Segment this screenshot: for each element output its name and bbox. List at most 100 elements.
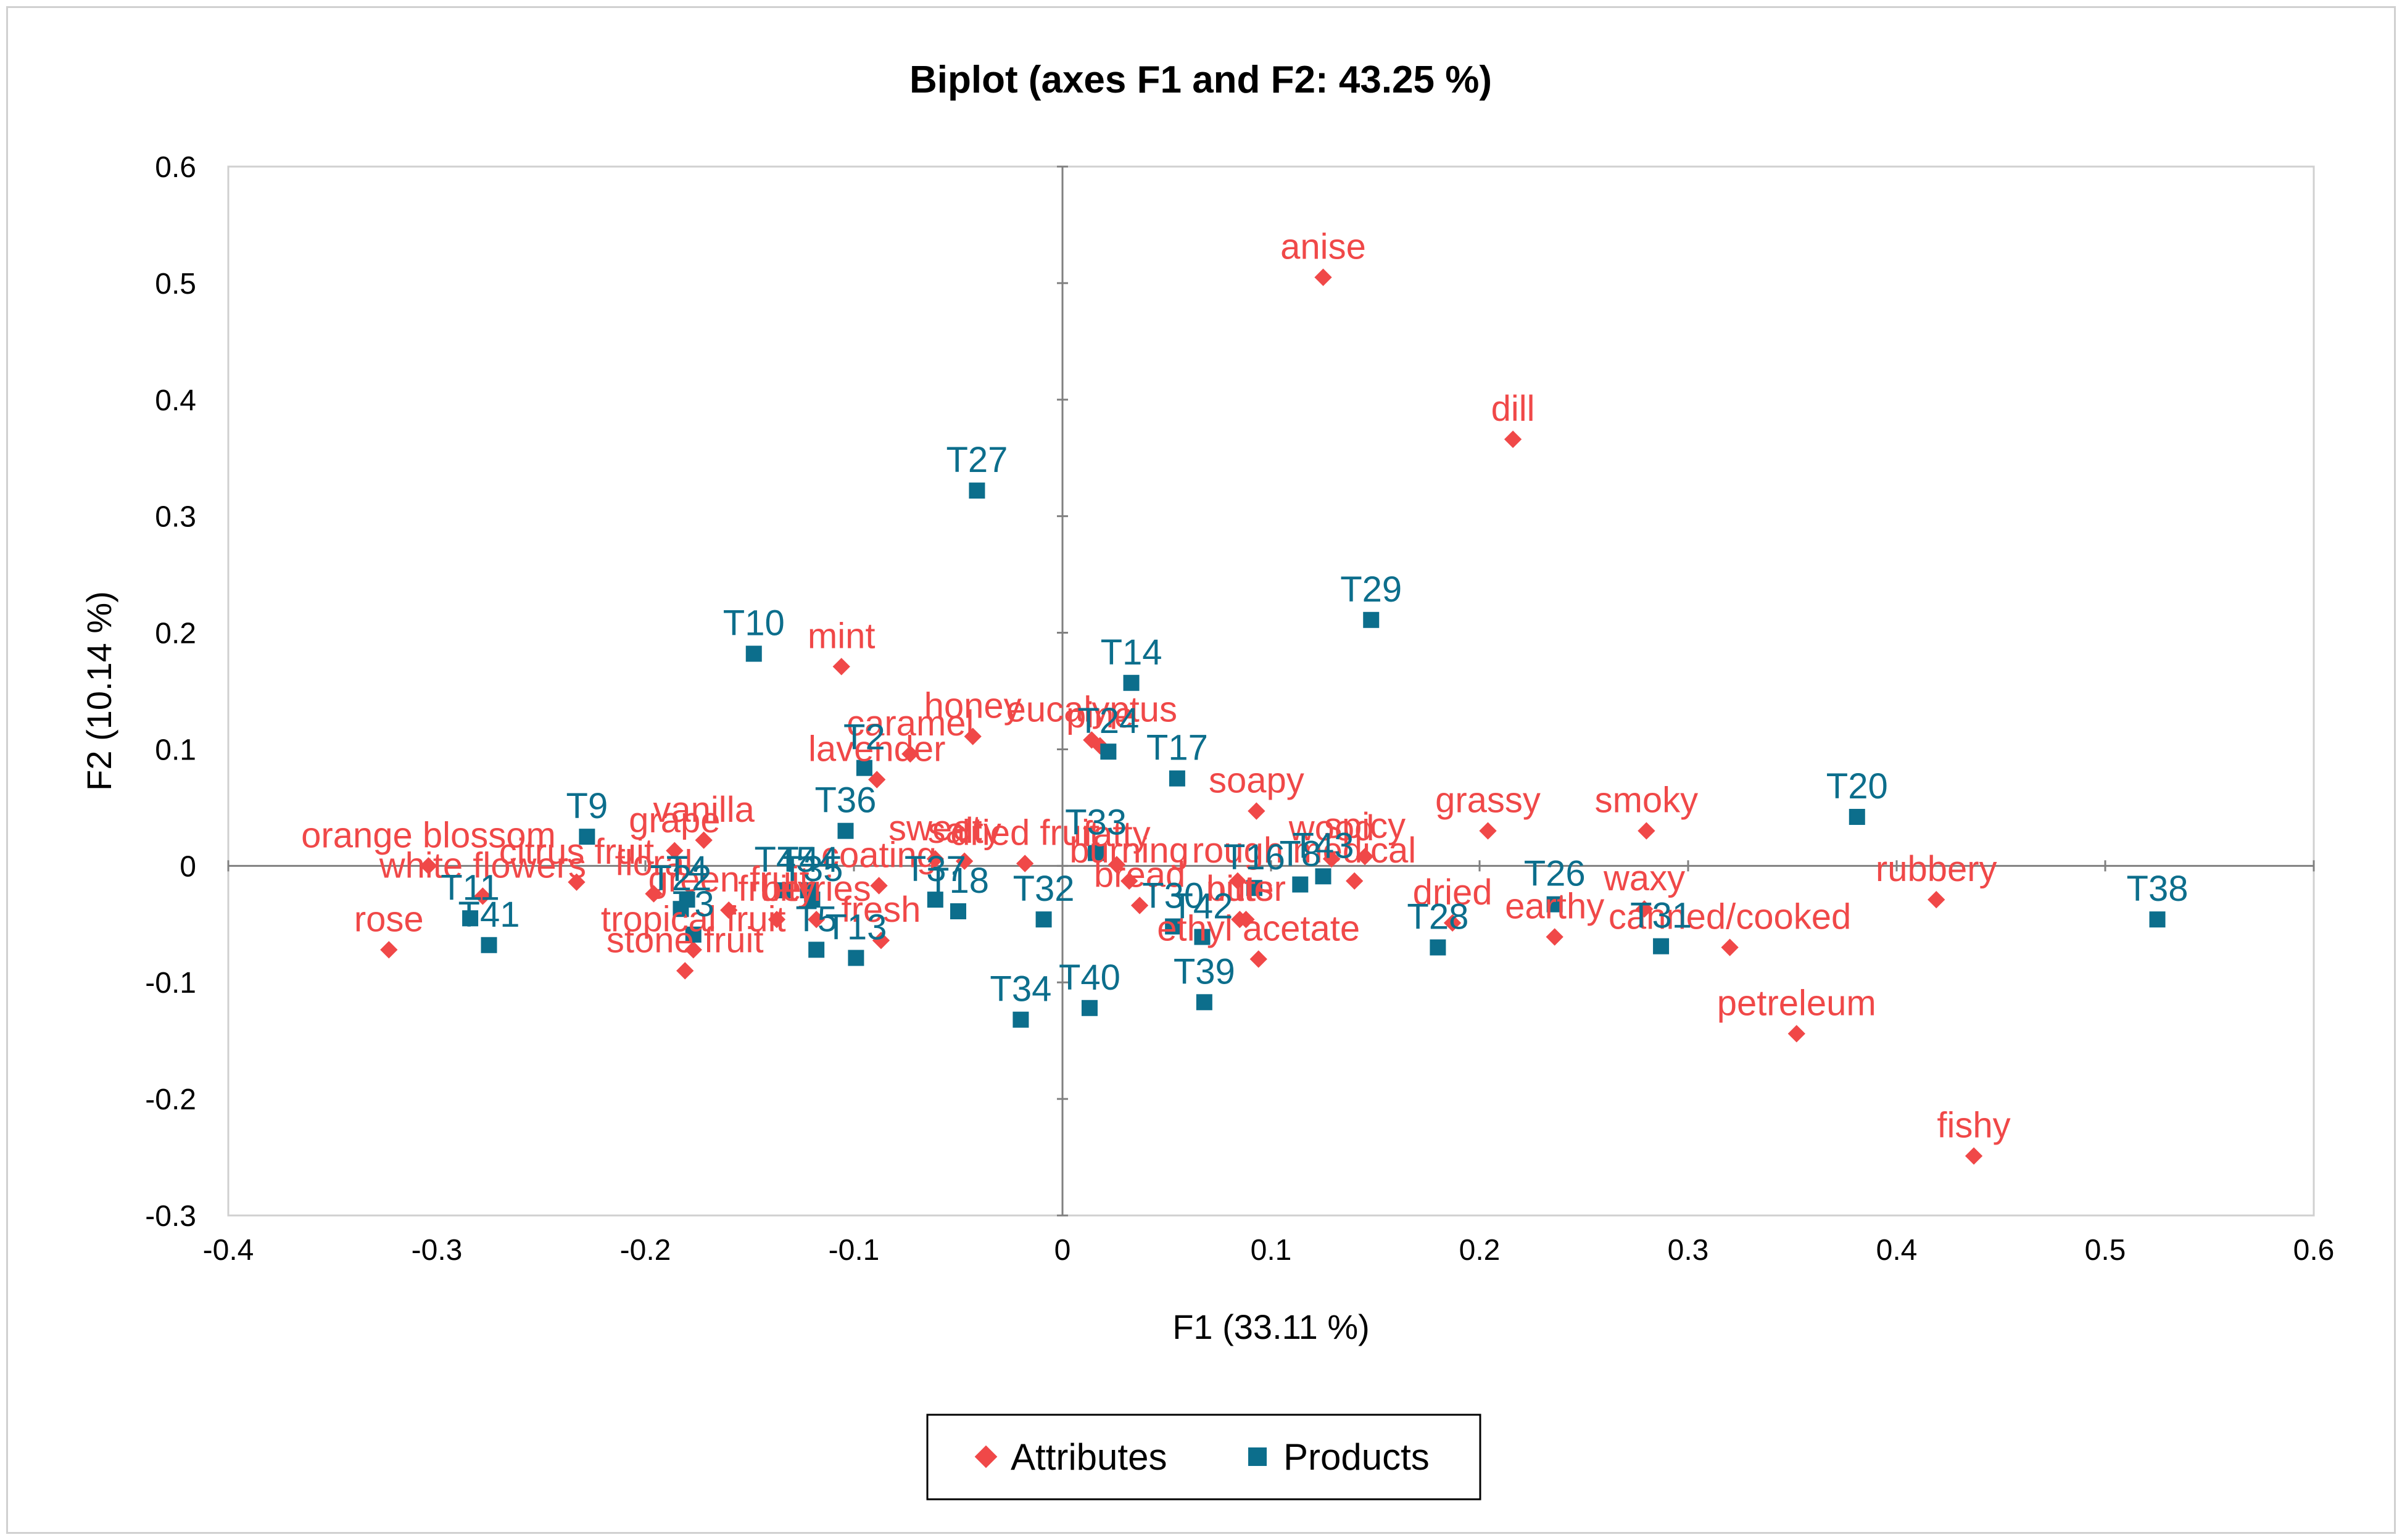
product-point — [1035, 911, 1052, 928]
product-point — [685, 926, 702, 943]
product-label: T38 — [2127, 869, 2189, 909]
product-point — [1123, 674, 1140, 691]
attribute-label: fatty — [1083, 814, 1151, 854]
attribute-point — [1314, 268, 1332, 286]
product-point — [856, 760, 872, 776]
attribute-label: smoky — [1595, 780, 1699, 821]
product-label: T33 — [1065, 803, 1127, 843]
attribute-label: fruity — [738, 869, 816, 909]
product-point — [1292, 876, 1309, 893]
legend-attributes-label: Attributes — [1011, 1436, 1167, 1478]
attribute-label: coating — [821, 835, 937, 875]
product-label: T16 — [1224, 837, 1285, 877]
product-label: T27 — [946, 440, 1008, 480]
attribute-point — [1120, 872, 1138, 890]
product-label: T43 — [1293, 826, 1354, 866]
attribute-label: wood — [1288, 808, 1375, 848]
y-axis-title: F2 (10.14 %) — [80, 591, 118, 791]
legend: Attributes Products — [926, 1414, 1481, 1501]
attribute-label: spicy — [1324, 806, 1406, 846]
attribute-point — [676, 962, 694, 980]
x-tick-label: -0.2 — [620, 1234, 671, 1267]
product-point — [1100, 743, 1117, 760]
attribute-point — [872, 932, 890, 950]
product-point — [848, 950, 864, 966]
attribute-label: grape — [629, 800, 720, 840]
product-label: T32 — [1013, 869, 1075, 909]
product-point — [1165, 918, 1182, 935]
y-tick-label: -0.3 — [145, 1200, 196, 1233]
attribute-point — [720, 901, 738, 919]
attribute-label: dried fruit — [950, 813, 1100, 853]
product-label: T8 — [1279, 834, 1321, 874]
product-label: T40 — [1059, 958, 1120, 998]
product-label: T28 — [1407, 897, 1468, 937]
attribute-point — [1721, 938, 1739, 956]
product-point — [1013, 1011, 1029, 1028]
product-point — [1088, 845, 1104, 861]
attribute-point — [964, 727, 982, 745]
attribute-point — [1108, 856, 1126, 874]
product-label: T37 — [905, 849, 966, 889]
attribute-label: mint — [808, 616, 876, 656]
attribute-point — [1356, 848, 1374, 866]
attribute-point — [1479, 822, 1497, 840]
x-tick-label: 0 — [1054, 1234, 1071, 1267]
data-points — [380, 268, 2166, 1165]
x-tick-label: 0.1 — [1251, 1234, 1292, 1267]
product-point — [462, 910, 479, 927]
attribute-point — [1016, 855, 1034, 872]
attribute-point — [645, 885, 663, 903]
attribute-label: rubbery — [1876, 849, 1997, 889]
attribute-point — [474, 887, 492, 905]
y-tick-label: 0.1 — [155, 734, 196, 766]
x-tick-label: 0.6 — [2293, 1234, 2335, 1267]
attribute-label: rose — [354, 899, 424, 939]
axes-layer — [227, 165, 2315, 1217]
x-tick-label: -0.4 — [203, 1234, 254, 1267]
y-tick-label: 0.5 — [155, 268, 196, 300]
product-label: T36 — [815, 780, 877, 821]
product-label: T29 — [1340, 569, 1402, 610]
attribute-point — [832, 658, 850, 676]
product-point — [1849, 809, 1865, 825]
attribute-label: lavender — [808, 729, 945, 769]
y-tick-label: -0.1 — [145, 967, 196, 1000]
attribute-point — [1546, 928, 1563, 946]
product-label: T9 — [566, 786, 608, 826]
product-label: T39 — [1174, 951, 1235, 991]
attribute-point — [1322, 850, 1341, 868]
product-label: T14 — [1101, 632, 1162, 673]
product-label: T5 — [795, 899, 837, 939]
attribute-point — [1228, 872, 1247, 890]
product-label: T45 — [754, 840, 816, 880]
attribute-label: vanilla — [653, 790, 755, 830]
attribute-label: medical — [1293, 830, 1416, 871]
attribute-label: bread — [1094, 855, 1185, 895]
attribute-label: sweet — [888, 808, 982, 848]
attribute-point — [1635, 900, 1654, 918]
attribute-label: ethyl acetate — [1157, 908, 1360, 948]
product-point — [1196, 994, 1212, 1011]
legend-products-marker — [1248, 1447, 1267, 1466]
chart-title: Biplot (axes F1 and F2: 43.25 %) — [909, 59, 1492, 101]
attribute-label: caramel — [847, 703, 974, 743]
attribute-point — [1248, 802, 1265, 820]
product-label: T31 — [1630, 896, 1692, 936]
product-label: T18 — [927, 861, 989, 901]
attribute-label: petreleum — [1717, 983, 1876, 1023]
product-label: T17 — [1146, 728, 1208, 768]
attribute-point — [1443, 914, 1462, 932]
attribute-label: fresh — [841, 890, 921, 930]
product-label: T35 — [781, 849, 843, 889]
legend-box — [926, 1414, 1481, 1501]
product-point — [1081, 1000, 1098, 1016]
product-point — [745, 645, 762, 662]
attribute-point — [926, 850, 944, 868]
y-tick-label: 0 — [180, 850, 196, 883]
y-tick-label: 0.4 — [155, 384, 196, 417]
x-tick-label: 0.4 — [1876, 1234, 1918, 1267]
product-point — [837, 822, 854, 839]
attribute-label: tropical fruit — [601, 899, 786, 939]
